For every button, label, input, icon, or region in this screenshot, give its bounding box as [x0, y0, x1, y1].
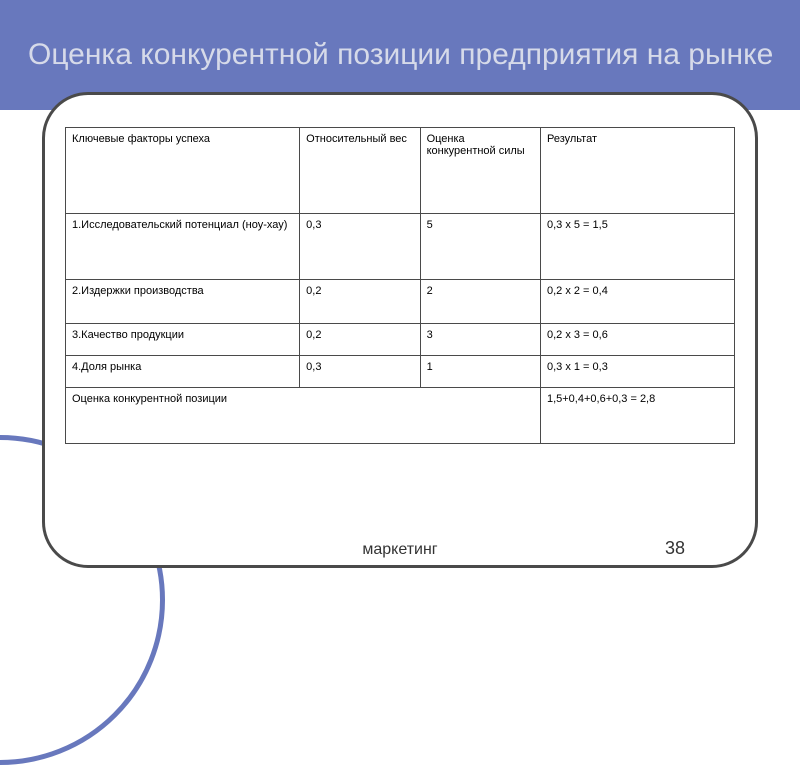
cell-factor: 2.Издержки производства [66, 280, 300, 324]
cell-weight: 0,3 [300, 214, 420, 280]
cell-weight: 0,2 [300, 280, 420, 324]
cell-score: 2 [420, 280, 540, 324]
table-row: 2.Издержки производства0,220,2 х 2 = 0,4 [66, 280, 735, 324]
cell-weight: 0,2 [300, 324, 420, 356]
table-footer-row: Оценка конкурентной позиции1,5+0,4+0,6+0… [66, 388, 735, 444]
table-body: 1.Исследовательский потенциал (ноу-хау)0… [66, 214, 735, 444]
page-number: 38 [665, 538, 685, 559]
footer-label: маркетинг [45, 541, 755, 559]
col-header-result: Результат [540, 128, 734, 214]
col-header-weight: Относительный вес [300, 128, 420, 214]
cell-result: 0,3 х 5 = 1,5 [540, 214, 734, 280]
cell-factor: 3.Качество продукции [66, 324, 300, 356]
slide-title: Оценка конкурентной позиции предприятия … [28, 35, 773, 76]
cell-result: 0,2 х 3 = 0,6 [540, 324, 734, 356]
table-row: 1.Исследовательский потенциал (ноу-хау)0… [66, 214, 735, 280]
col-header-factor: Ключевые факторы успеха [66, 128, 300, 214]
cell-score: 5 [420, 214, 540, 280]
cell-score: 3 [420, 324, 540, 356]
cell-result: 0,2 х 2 = 0,4 [540, 280, 734, 324]
cell-weight: 0,3 [300, 356, 420, 388]
cell-result: 0,3 х 1 = 0,3 [540, 356, 734, 388]
cell-score: 1 [420, 356, 540, 388]
cell-factor: 1.Исследовательский потенциал (ноу-хау) [66, 214, 300, 280]
evaluation-table: Ключевые факторы успеха Относительный ве… [65, 127, 735, 444]
footer-cell-label: Оценка конкурентной позиции [66, 388, 541, 444]
table-row: 3.Качество продукции0,230,2 х 3 = 0,6 [66, 324, 735, 356]
table-header-row: Ключевые факторы успеха Относительный ве… [66, 128, 735, 214]
table-row: 4.Доля рынка0,310,3 х 1 = 0,3 [66, 356, 735, 388]
cell-factor: 4.Доля рынка [66, 356, 300, 388]
col-header-score: Оценка конкурентной силы [420, 128, 540, 214]
content-frame: Ключевые факторы успеха Относительный ве… [42, 92, 758, 568]
footer-cell-result: 1,5+0,4+0,6+0,3 = 2,8 [540, 388, 734, 444]
